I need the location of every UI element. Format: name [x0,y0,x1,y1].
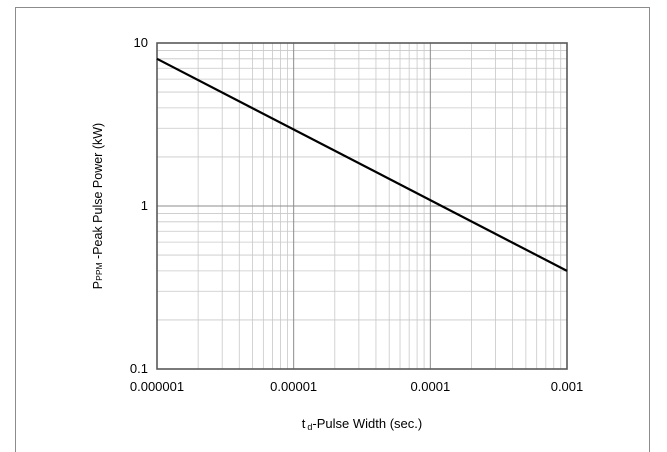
x-tick-label: 0.000001 [130,379,184,394]
y-axis-label: PPPM -Peak Pulse Power (kW) [91,123,105,289]
y-axis-label-subscript: PPM [94,262,104,280]
x-tick-label: 0.001 [551,379,584,394]
y-tick-label: 0.1 [130,361,148,376]
chart-frame [15,7,650,452]
y-axis-label-main: P [91,281,105,289]
x-tick-labels: 0.000001 0.00001 0.0001 0.001 [130,379,583,394]
y-axis-label-rest: -Peak Pulse Power (kW) [91,123,105,263]
x-axis-label: t d-Pulse Width (sec.) [302,416,422,432]
series-group [156,57,568,272]
x-tick-label: 0.00001 [270,379,317,394]
x-axis-label-main: t [302,416,306,431]
plot-area-border [156,42,568,370]
y-tick-labels: 10 1 0.1 [130,35,148,376]
y-tick-label: 10 [134,35,148,50]
series-line [156,57,568,272]
x-tick-label: 0.0001 [410,379,450,394]
y-tick-label: 1 [141,198,148,213]
x-axis-label-rest: -Pulse Width (sec.) [312,416,422,431]
x-axis-label-subscript: d [307,422,312,432]
